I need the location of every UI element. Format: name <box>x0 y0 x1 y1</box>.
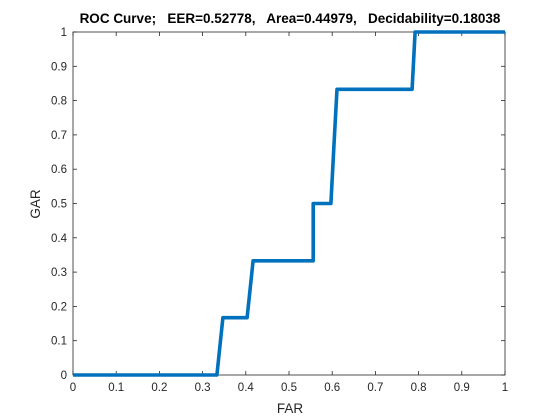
chart-title: ROC Curve; EER=0.52778, Area=0.44979, De… <box>80 11 501 26</box>
x-tick-label: 0.8 <box>411 382 427 394</box>
plot-area: 0 0.1 0.2 0.3 0.4 0.5 0.6 0.7 0.8 0.9 1 0 0.1 0.2 0.3 0… <box>51 27 508 394</box>
x-tick-label: 0.1 <box>108 382 124 394</box>
y-tick-label: 0.2 <box>51 301 67 313</box>
y-tick-label: 0.9 <box>51 61 67 73</box>
x-tick-label: 0 <box>70 382 76 394</box>
y-tick-label: 0.6 <box>51 164 67 176</box>
x-tick-label: 0.6 <box>324 382 340 394</box>
x-tick-label: 1 <box>502 382 508 394</box>
roc-curve-line <box>73 30 505 377</box>
plot-frame <box>72 31 506 376</box>
y-tick-label: 1 <box>61 27 67 39</box>
y-tick-label: 0.5 <box>51 199 67 211</box>
y-tick-label: 0.3 <box>51 267 67 279</box>
y-tick-label: 0 <box>61 370 67 382</box>
x-tick-label: 0.5 <box>281 382 297 394</box>
x-axis-label: FAR <box>277 401 304 416</box>
y-axis-label: GAR <box>28 189 43 219</box>
x-tick-label: 0.7 <box>367 382 383 394</box>
y-tick-label: 0.8 <box>51 96 67 108</box>
y-tick-label: 0.7 <box>51 130 67 142</box>
x-tick-label: 0.4 <box>238 382 255 394</box>
y-tick-label: 0.1 <box>51 336 67 348</box>
x-tick-label: 0.9 <box>454 382 470 394</box>
y-tick-label: 0.4 <box>51 233 68 245</box>
x-tick-label: 0.3 <box>195 382 211 394</box>
x-tick-label: 0.2 <box>151 382 167 394</box>
